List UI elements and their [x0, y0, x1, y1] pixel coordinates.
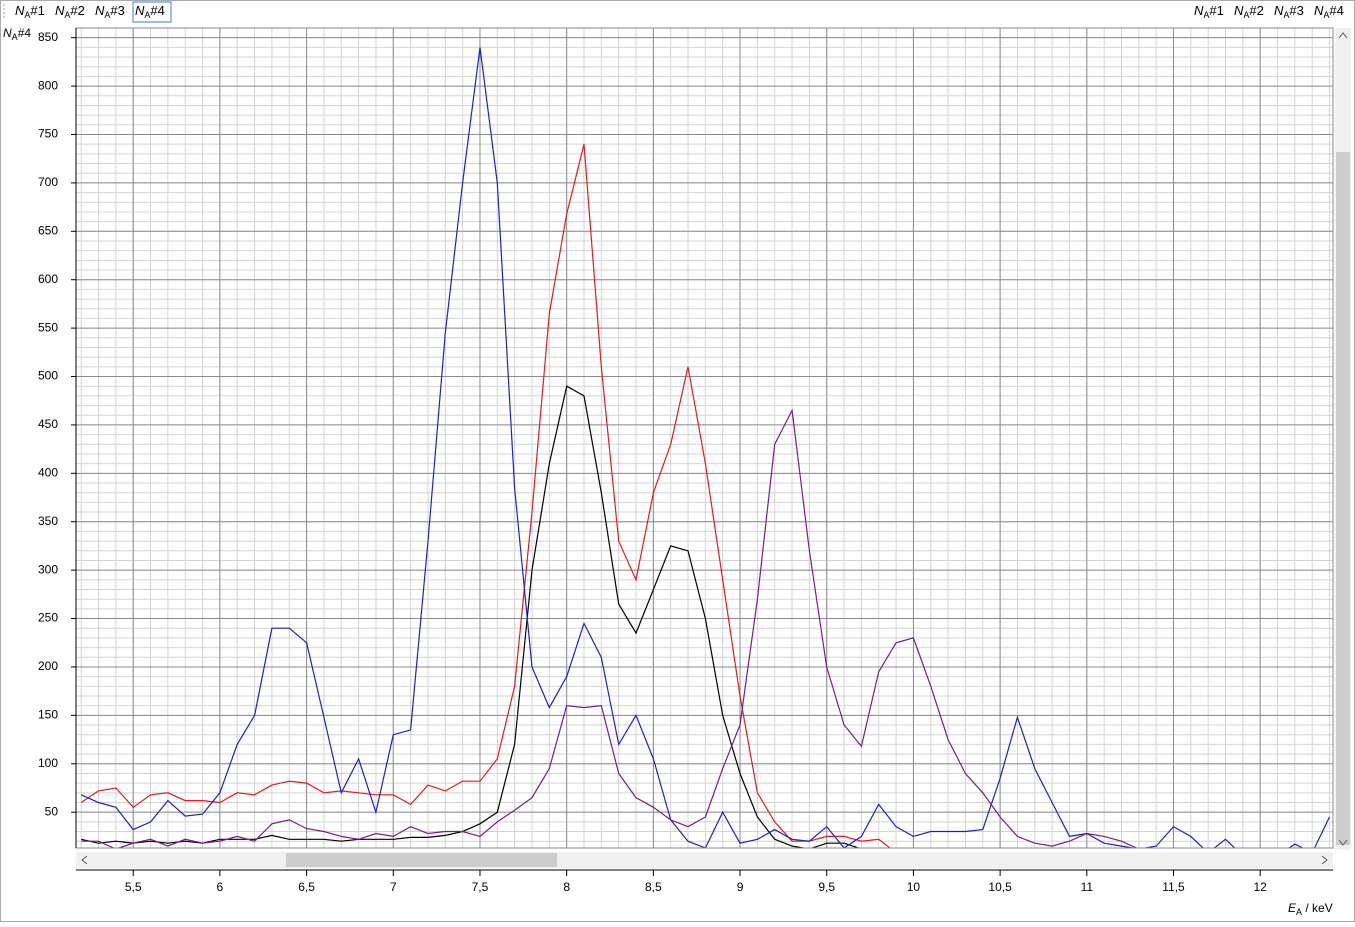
x-tick-label: 11,5 [1162, 880, 1185, 894]
toolbar-series-toggle[interactable]: NA#4 [135, 3, 165, 20]
series-line [80, 144, 891, 848]
y-tick-label: 500 [38, 369, 58, 383]
grid [76, 28, 1333, 848]
y-tick-label: 450 [38, 417, 58, 431]
y-tick-label: 200 [38, 659, 58, 673]
scroll-left[interactable] [81, 855, 88, 865]
y-tick-label: 250 [38, 611, 58, 625]
y-tick-label: 400 [38, 466, 58, 480]
x-tick-label: 10 [907, 880, 921, 894]
toolbar-series-toggle[interactable]: NA#3 [95, 3, 125, 20]
lines [80, 47, 1331, 848]
series-line [81, 385, 861, 848]
h-scrollbar[interactable] [76, 852, 1333, 868]
x-tick-label: 7,5 [472, 880, 489, 894]
scroll-right[interactable] [1321, 855, 1328, 865]
x-tick-label: 7 [390, 880, 397, 894]
y-axis-label: NA#4 [3, 26, 31, 42]
scroll-up[interactable] [1338, 32, 1348, 39]
h-scroll-thumb[interactable] [286, 853, 557, 867]
y-tick-label: 700 [38, 175, 58, 189]
y-tick-label: 750 [38, 127, 58, 141]
series-line [80, 47, 1331, 848]
x-tick-label: 8 [563, 880, 570, 894]
toolbar-series-toggle[interactable]: NA#2 [55, 3, 85, 20]
x-tick-label: 9,5 [818, 880, 835, 894]
x-tick-label: 12 [1254, 880, 1268, 894]
x-tick-label: 6 [217, 880, 224, 894]
y-tick-label: 800 [38, 78, 58, 92]
y-tick-label: 150 [38, 708, 58, 722]
y-tick-label: 650 [38, 223, 58, 237]
y-tick-label: 850 [38, 30, 58, 44]
toolbar-series-toggle[interactable]: NA#1 [15, 3, 45, 20]
labels: 5,5 6 6,5 7 7,5 8 8,5 9 9,5 10 10,5 11 11,5 12 50 100 15… [3, 3, 1344, 917]
x-tick-label: 8,5 [645, 880, 662, 894]
legend-entry: NA#4 [1314, 3, 1344, 20]
y-tick-label: 100 [38, 756, 58, 770]
legend-entry: NA#2 [1234, 3, 1264, 20]
legend-entry: NA#3 [1274, 3, 1304, 20]
v-scroll-thumb[interactable] [1336, 152, 1350, 845]
x-tick-label: 9 [737, 880, 744, 894]
series-line [81, 408, 1139, 848]
legend-entry: NA#1 [1194, 3, 1224, 20]
y-tick-label: 350 [38, 514, 58, 528]
selected-legend-box [132, 1, 172, 23]
scroll-down[interactable] [1338, 839, 1348, 846]
x-tick-label: 11 [1081, 880, 1094, 894]
y-tick-label: 550 [38, 320, 58, 334]
y-tick-label: 600 [38, 272, 58, 286]
x-tick-label: 10,5 [988, 880, 1012, 894]
x-axis-label: EA / keV [1288, 901, 1333, 917]
y-tick-label: 50 [45, 804, 59, 818]
x-tick-label: 6,5 [298, 880, 315, 894]
x-tick-label: 5,5 [125, 880, 142, 894]
y-tick-label: 300 [38, 562, 58, 576]
